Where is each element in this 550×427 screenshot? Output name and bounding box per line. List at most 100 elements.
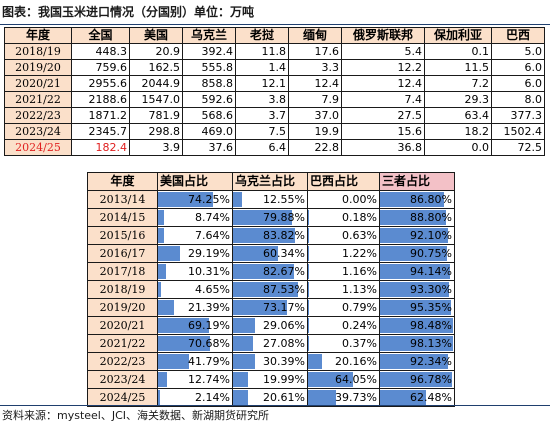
data-bar <box>233 390 249 405</box>
data-bar <box>380 336 453 351</box>
table1-value-cell: 6.0 <box>491 59 545 76</box>
source-note: 资料来源：mysteel、JCI、海关数据、新湖期货研究所 <box>2 409 270 422</box>
data-bar <box>380 390 427 405</box>
table2-header-cell: 乌克兰占比 <box>232 172 308 191</box>
table2-year-cell: 2016/17 <box>87 244 158 263</box>
data-bar <box>158 192 213 207</box>
data-bar <box>308 390 337 405</box>
table1-value-cell: 298.8 <box>129 123 183 140</box>
table2-share-cell: 7.64% <box>157 226 233 245</box>
table2-share-cell: 79.88% <box>232 208 308 227</box>
table2-year-cell: 2015/16 <box>87 226 158 245</box>
table1-value-cell: 2955.6 <box>71 75 130 92</box>
table2-share-cell: 4.65% <box>157 280 233 299</box>
table1-row: 2020/21 2955.6 2044.9 858.8 12.1 12.4 12.4 7.2 6… <box>4 75 545 92</box>
table2-year-cell: 2017/18 <box>87 262 158 281</box>
table1-value-cell: 11.5 <box>424 59 492 76</box>
table2-row: 2017/18 10.31% 82.67% 1.16% 94.14% <box>87 262 455 281</box>
share-value: 20.16% <box>335 355 377 368</box>
data-bar <box>233 300 288 315</box>
table1-header-cell: 年度 <box>4 27 72 44</box>
table2-share-cell: 94.14% <box>379 262 455 281</box>
table1-value-cell: 759.6 <box>71 59 130 76</box>
share-value: 74.25% <box>188 193 230 206</box>
table2-share-cell: 93.30% <box>379 280 455 299</box>
table2-share-cell: 19.99% <box>232 370 308 389</box>
table2-share-cell: 0.37% <box>307 334 380 353</box>
table2-share-cell: 87.53% <box>232 280 308 299</box>
table1-row: 2019/20 759.6 162.5 555.8 1.4 3.3 12.2 11.5 6.0 <box>4 59 545 76</box>
data-bar <box>380 192 445 207</box>
table1-value-cell: 6.0 <box>491 75 545 92</box>
table2-header-cell: 三者占比 <box>379 172 455 191</box>
table1-value-cell: 63.4 <box>424 107 492 124</box>
table2-share-cell: 20.16% <box>307 352 380 371</box>
table2-share-cell: 98.48% <box>379 316 455 335</box>
table1-value-cell: 12.4 <box>341 75 425 92</box>
share-value: 19.99% <box>263 373 305 386</box>
table1-value-cell: 568.6 <box>182 107 236 124</box>
share-value: 2.14% <box>195 391 230 404</box>
table1-value-cell: 2044.9 <box>129 75 183 92</box>
share-value: 8.74% <box>195 211 230 224</box>
share-value: 0.24% <box>342 319 377 332</box>
table1-year-cell: 2020/21 <box>4 75 72 92</box>
table1-value-cell: 12.2 <box>341 59 425 76</box>
table1-value-cell: 37.6 <box>182 139 236 156</box>
table1-header-cell: 乌克兰 <box>182 27 236 44</box>
table2-share-cell: 0.00% <box>307 190 380 209</box>
table2-share-cell: 12.55% <box>232 190 308 209</box>
table2-row: 2013/14 74.25% 12.55% 0.00% 86.80% <box>87 190 455 209</box>
table2-share-cell: 70.68% <box>157 334 233 353</box>
table2-year-cell: 2018/19 <box>87 280 158 299</box>
data-bar <box>380 210 446 225</box>
table2-row: 2018/19 4.65% 87.53% 1.13% 93.30% <box>87 280 455 299</box>
data-bar <box>380 354 449 369</box>
table1-value-cell: 182.4 <box>71 139 130 156</box>
share-value: 12.74% <box>188 373 230 386</box>
share-value: 12.55% <box>263 193 305 206</box>
share-value: 41.79% <box>188 355 230 368</box>
table1-year-cell: 2018/19 <box>4 43 72 60</box>
share-value: 1.16% <box>342 265 377 278</box>
table2-share-cell: 20.61% <box>232 388 308 407</box>
data-bar <box>308 264 309 279</box>
table2-row: 2014/15 8.74% 79.88% 0.18% 88.80% <box>87 208 455 227</box>
table1-value-cell: 1.4 <box>235 59 289 76</box>
table2-header-row: 年度 美国占比 乌克兰占比 巴西占比 三者占比 <box>87 172 455 191</box>
data-bar <box>233 372 248 387</box>
share-value: 87.53% <box>263 283 305 296</box>
data-bar <box>158 210 165 225</box>
table1-value-cell: 3.3 <box>288 59 342 76</box>
table2-year-cell: 2024/25 <box>87 388 158 407</box>
share-value: 7.64% <box>195 229 230 242</box>
data-bar <box>158 282 162 297</box>
table1-value-cell: 1502.4 <box>491 123 545 140</box>
table2-share-cell: 73.17% <box>232 298 308 317</box>
share-value: 64.05% <box>335 373 377 386</box>
table1-value-cell: 12.1 <box>235 75 289 92</box>
table2-row: 2020/21 69.19% 29.06% 0.24% 98.48% <box>87 316 455 335</box>
table1-value-cell: 7.9 <box>288 91 342 108</box>
table2-year-cell: 2014/15 <box>87 208 158 227</box>
share-value: 69.19% <box>188 319 230 332</box>
table1-header-cell: 保加利亚 <box>424 27 492 44</box>
table2-share-cell: 60.34% <box>232 244 308 263</box>
table1-value-cell: 19.9 <box>288 123 342 140</box>
table1-value-cell: 5.0 <box>491 43 545 60</box>
table1-header-row: 年度 全国 美国 乌克兰 老挝 缅甸 俄罗斯联邦 保加利亚 巴西 <box>4 27 545 44</box>
data-bar <box>380 300 451 315</box>
table2-header-cell: 年度 <box>87 172 158 191</box>
data-bar <box>158 264 166 279</box>
table2-year-cell: 2013/14 <box>87 190 158 209</box>
table1-year-cell: 2023/24 <box>4 123 72 140</box>
data-bar <box>233 264 295 279</box>
table1-header-cell: 全国 <box>71 27 130 44</box>
share-value: 70.68% <box>188 337 230 350</box>
share-value: 73.17% <box>263 301 305 314</box>
table1-header-cell: 美国 <box>129 27 183 44</box>
table2-row: 2019/20 21.39% 73.17% 0.79% 95.35% <box>87 298 455 317</box>
table2-share-cell: 0.18% <box>307 208 380 227</box>
share-table: 年度 美国占比 乌克兰占比 巴西占比 三者占比 2013/14 74.25% 12.55% 0.… <box>87 172 455 407</box>
data-bar <box>233 282 298 297</box>
